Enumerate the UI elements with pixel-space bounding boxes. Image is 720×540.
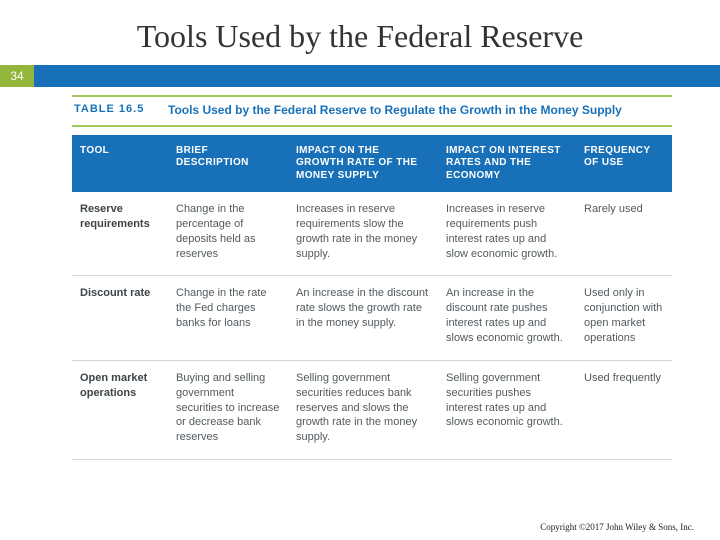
slide-title: Tools Used by the Federal Reserve	[0, 0, 720, 65]
cell-freq: Used only in conjunction with open marke…	[576, 276, 672, 359]
cell-freq: Rarely used	[576, 192, 672, 275]
title-banner: 34	[0, 65, 720, 87]
col-header-freq: FREQUENCY OF USE	[576, 135, 672, 193]
table-row: Discount rate Change in the rate the Fed…	[72, 276, 672, 360]
table-header-row: TOOL BRIEF DESCRIPTION IMPACT ON THE GRO…	[72, 135, 672, 193]
cell-rates: Selling government securities pushes int…	[438, 361, 576, 459]
table-row: Reserve requirements Change in the perce…	[72, 192, 672, 276]
col-header-rates: IMPACT ON INTEREST RATES AND THE ECONOMY	[438, 135, 576, 193]
table-caption: Tools Used by the Federal Reserve to Reg…	[168, 103, 672, 119]
cell-supply: Increases in reserve requirements slow t…	[288, 192, 438, 275]
table-container: TABLE 16.5 Tools Used by the Federal Res…	[0, 87, 720, 460]
cell-supply: An increase in the discount rate slows t…	[288, 276, 438, 359]
cell-desc: Change in the rate the Fed charges banks…	[168, 276, 288, 359]
cell-desc: Buying and selling government securities…	[168, 361, 288, 459]
table-row: Open market operations Buying and sellin…	[72, 361, 672, 460]
cell-rates: An increase in the discount rate pushes …	[438, 276, 576, 359]
copyright-footer: Copyright ©2017 John Wiley & Sons, Inc.	[540, 522, 694, 532]
cell-rates: Increases in reserve requirements push i…	[438, 192, 576, 275]
cell-tool: Open market operations	[72, 361, 168, 459]
cell-freq: Used frequently	[576, 361, 672, 459]
cell-tool: Reserve requirements	[72, 192, 168, 275]
cell-supply: Selling government securities reduces ba…	[288, 361, 438, 459]
table-title-row: TABLE 16.5 Tools Used by the Federal Res…	[72, 95, 672, 127]
col-header-supply: IMPACT ON THE GROWTH RATE OF THE MONEY S…	[288, 135, 438, 193]
cell-tool: Discount rate	[72, 276, 168, 359]
col-header-tool: TOOL	[72, 135, 168, 193]
slide-number: 34	[0, 65, 34, 87]
col-header-desc: BRIEF DESCRIPTION	[168, 135, 288, 193]
cell-desc: Change in the percentage of deposits hel…	[168, 192, 288, 275]
table-label: TABLE 16.5	[72, 103, 168, 115]
